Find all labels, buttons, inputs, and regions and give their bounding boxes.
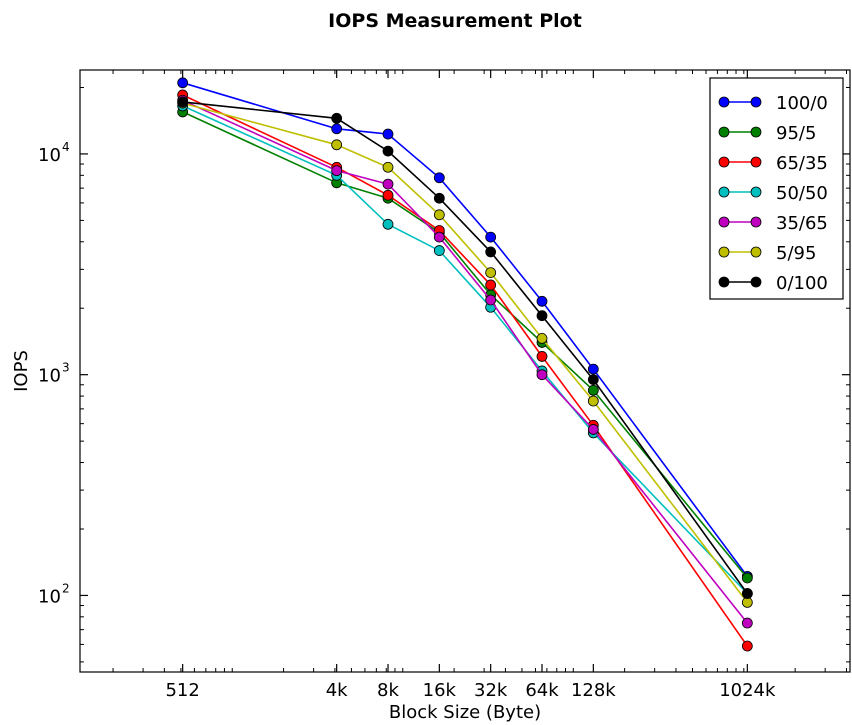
data-point <box>177 96 189 108</box>
legend-label: 65/35 <box>776 153 828 174</box>
y-tick-label: 10 <box>38 586 61 607</box>
data-point <box>587 395 599 407</box>
data-point <box>485 294 497 306</box>
data-point <box>382 128 394 140</box>
y-tick-label: 10 <box>38 366 61 387</box>
y-tick-label: 10 <box>38 145 61 166</box>
legend-entry: 100/0 <box>718 93 828 114</box>
data-point <box>177 77 189 89</box>
data-point <box>433 245 445 256</box>
legend-marker <box>718 156 730 168</box>
x-tick-label: 32k <box>474 680 508 701</box>
legend-marker <box>718 216 730 228</box>
x-tick-labels: 512 4k 8k 16k 32k 64k 128k 1024k <box>165 680 776 701</box>
legend-label: 5/95 <box>776 243 816 264</box>
legend-label: 95/5 <box>776 123 816 144</box>
x-tick-label: 4k <box>326 680 348 701</box>
legend-label: 50/50 <box>776 183 828 204</box>
data-point <box>433 192 445 204</box>
data-point <box>587 363 599 375</box>
legend-marker <box>718 246 730 258</box>
legend-marker <box>750 186 762 198</box>
data-point <box>433 172 445 184</box>
legend-entry: 65/35 <box>718 153 828 174</box>
data-point <box>536 351 548 362</box>
legend-entry: 50/50 <box>718 183 828 204</box>
major-ticks <box>80 70 850 672</box>
series-line <box>182 99 748 624</box>
data-point <box>536 369 548 381</box>
y-tick-exponent: 3 <box>62 361 70 375</box>
data-point <box>741 588 753 599</box>
x-tick-label: 1024k <box>719 680 776 701</box>
legend-marker <box>750 126 762 138</box>
series-5-95 <box>177 97 753 608</box>
data-point <box>382 218 394 230</box>
minor-ticks <box>80 70 850 672</box>
x-tick-label: 64k <box>525 680 559 701</box>
series-line <box>182 102 748 603</box>
legend-label: 35/65 <box>776 213 828 234</box>
series-line <box>182 82 748 577</box>
data-point <box>536 333 548 344</box>
series-line <box>182 111 748 579</box>
series-layer <box>177 77 753 652</box>
legend-box <box>709 77 844 300</box>
data-point <box>741 640 753 652</box>
data-point <box>536 310 548 322</box>
legend-entry: 35/65 <box>718 213 828 234</box>
data-point <box>741 617 753 629</box>
data-point <box>587 374 599 386</box>
legend: 100/0 95/5 65/35 50/50 35/65 5/95 0/100 <box>709 77 844 300</box>
x-tick-label: 128k <box>571 680 616 701</box>
x-axis-label: Block Size (Byte) <box>389 702 541 723</box>
y-tick-exponent: 4 <box>62 140 70 154</box>
data-point <box>382 161 394 173</box>
data-point <box>536 295 548 307</box>
legend-marker <box>750 96 762 108</box>
x-tick-label: 16k <box>423 680 457 701</box>
series-line <box>182 94 748 647</box>
series-0-100 <box>177 96 753 599</box>
data-point <box>485 267 497 279</box>
data-point <box>331 165 343 177</box>
legend-label: 0/100 <box>776 273 828 294</box>
legend-entry: 5/95 <box>718 243 816 264</box>
legend-entry: 0/100 <box>718 273 828 294</box>
data-point <box>331 123 343 135</box>
data-point <box>485 279 497 291</box>
legend-marker <box>750 216 762 228</box>
data-point <box>382 189 394 201</box>
y-tick-exponent: 2 <box>62 581 70 595</box>
legend-marker <box>718 276 730 288</box>
data-point <box>587 424 599 435</box>
y-axis-label: IOPS <box>11 350 32 392</box>
series-line <box>182 101 748 594</box>
data-point <box>331 112 343 124</box>
chart-title: IOPS Measurement Plot <box>328 10 582 32</box>
series-line <box>182 105 748 595</box>
data-point <box>485 246 497 258</box>
data-point <box>587 384 599 396</box>
legend-marker <box>718 126 730 138</box>
x-tick-label: 512 <box>165 680 199 701</box>
x-tick-label: 8k <box>377 680 399 701</box>
legend-entries: 100/0 95/5 65/35 50/50 35/65 5/95 0/100 <box>718 93 828 294</box>
legend-marker <box>750 276 762 288</box>
legend-marker <box>718 96 730 108</box>
data-point <box>382 178 394 190</box>
legend-marker <box>750 156 762 168</box>
data-point <box>433 231 445 243</box>
legend-marker <box>750 246 762 258</box>
legend-entry: 95/5 <box>718 123 816 144</box>
data-point <box>382 145 394 157</box>
data-point <box>433 209 445 221</box>
legend-label: 100/0 <box>776 93 828 114</box>
data-point <box>485 231 497 243</box>
legend-marker <box>718 186 730 198</box>
data-point <box>331 139 343 151</box>
data-point <box>741 572 753 584</box>
